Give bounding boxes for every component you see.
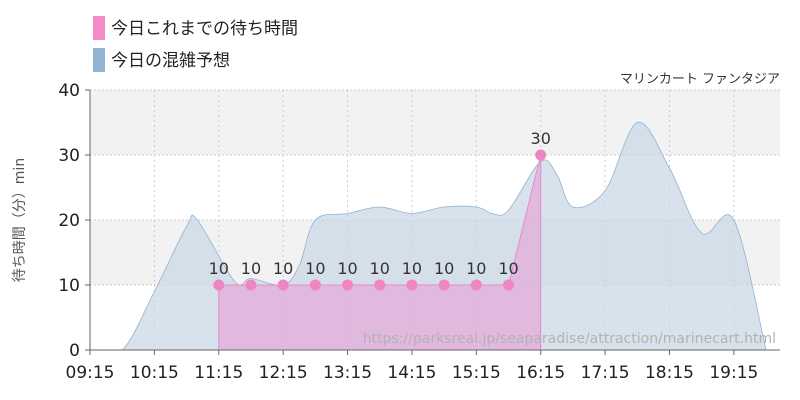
x-tick-label: 17:15 <box>581 363 630 383</box>
x-tick-label: 18:15 <box>645 363 694 383</box>
data-label: 10 <box>337 259 357 278</box>
y-axis-ticks: 0 10 20 30 40 <box>58 81 90 361</box>
data-label: 10 <box>434 259 454 278</box>
data-label: 10 <box>466 259 486 278</box>
y-tick-label: 40 <box>58 81 80 101</box>
x-tick-label: 13:15 <box>323 363 372 383</box>
attraction-name: マリンカート ファンタジア <box>620 72 780 87</box>
data-label: 10 <box>402 259 422 278</box>
data-label: 30 <box>531 129 551 148</box>
data-point <box>245 279 257 291</box>
data-point <box>213 279 225 291</box>
y-tick-label: 20 <box>58 211 80 231</box>
x-tick-label: 11:15 <box>194 363 243 383</box>
data-label: 10 <box>498 259 518 278</box>
data-point <box>406 279 418 291</box>
data-point <box>342 279 354 291</box>
x-tick-label: 19:15 <box>709 363 758 383</box>
data-point <box>309 279 321 291</box>
y-tick-label: 10 <box>58 276 80 296</box>
y-axis-title: 待ち時間（分）min <box>12 158 28 282</box>
legend-label-forecast: 今日の混雑予想 <box>111 51 230 71</box>
y-tick-label: 30 <box>58 146 80 166</box>
x-tick-label: 15:15 <box>452 363 501 383</box>
data-label: 10 <box>273 259 293 278</box>
data-label: 10 <box>370 259 390 278</box>
x-tick-label: 09:15 <box>66 363 115 383</box>
data-labels: 10 10 10 10 10 10 10 10 10 10 30 <box>209 129 551 278</box>
x-tick-label: 16:15 <box>516 363 565 383</box>
data-point <box>438 279 450 291</box>
x-tick-label: 10:15 <box>130 363 179 383</box>
y-tick-label: 0 <box>69 341 80 361</box>
legend-swatch-forecast <box>93 48 105 72</box>
legend: 今日これまでの待ち時間 今日の混雑予想 <box>93 16 298 72</box>
x-tick-label: 14:15 <box>387 363 436 383</box>
data-label: 10 <box>305 259 325 278</box>
x-tick-label: 12:15 <box>259 363 308 383</box>
data-point <box>277 279 289 291</box>
data-point <box>374 279 386 291</box>
data-label: 10 <box>241 259 261 278</box>
data-label: 10 <box>209 259 229 278</box>
legend-swatch-actual <box>93 16 105 40</box>
data-point <box>470 279 482 291</box>
legend-label-actual: 今日これまでの待ち時間 <box>111 19 298 39</box>
data-point <box>535 149 547 161</box>
grid-band <box>90 90 780 155</box>
data-point <box>503 279 515 291</box>
x-axis-ticks: 09:15 10:15 11:15 12:15 13:15 14:15 15:15 16:15… <box>66 350 758 383</box>
actual-points <box>213 149 547 291</box>
watermark-url: https://parksreal.jp/seaparadise/attract… <box>363 331 776 347</box>
